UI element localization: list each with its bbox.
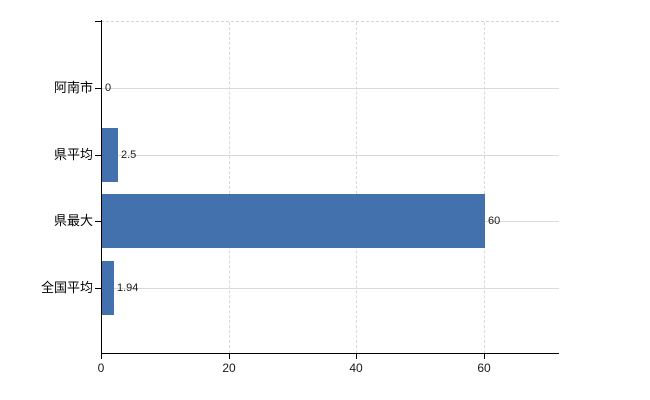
x-axis-line: [101, 353, 559, 354]
horizontal-gridline: [102, 155, 559, 156]
value-label: 1.94: [117, 282, 139, 294]
x-tick-label: 20: [222, 361, 236, 375]
x-axis-tick: [356, 354, 357, 359]
y-axis-tick: [95, 221, 101, 222]
bar-1: [102, 128, 118, 182]
x-axis-tick: [101, 354, 102, 359]
y-axis-line: [101, 20, 102, 358]
value-label: 0: [105, 82, 112, 94]
category-label: 県最大: [53, 213, 93, 228]
horizontal-gridline: [102, 88, 559, 89]
bar-3: [102, 261, 114, 315]
bar-2: [102, 194, 485, 248]
vertical-gridline: [356, 22, 357, 353]
x-tick-label: 60: [477, 361, 491, 375]
x-tick-label: 0: [97, 361, 105, 375]
vertical-gridline: [229, 22, 230, 353]
value-label: 2.5: [121, 149, 137, 161]
y-axis-tick: [95, 288, 101, 289]
horizontal-gridline: [102, 288, 559, 289]
y-axis-tick: [95, 155, 101, 156]
value-label: 60: [488, 215, 501, 227]
y-axis-tick: [95, 88, 101, 89]
plot-top-border: [101, 21, 559, 22]
x-axis-tick: [484, 354, 485, 359]
category-label: 阿南市: [53, 80, 93, 95]
vertical-gridline: [484, 22, 485, 353]
category-label: 全国平均: [40, 280, 93, 295]
category-label: 県平均: [53, 147, 93, 162]
y-axis-tick: [95, 21, 101, 22]
x-axis-tick: [229, 354, 230, 359]
x-tick-label: 40: [349, 361, 363, 375]
